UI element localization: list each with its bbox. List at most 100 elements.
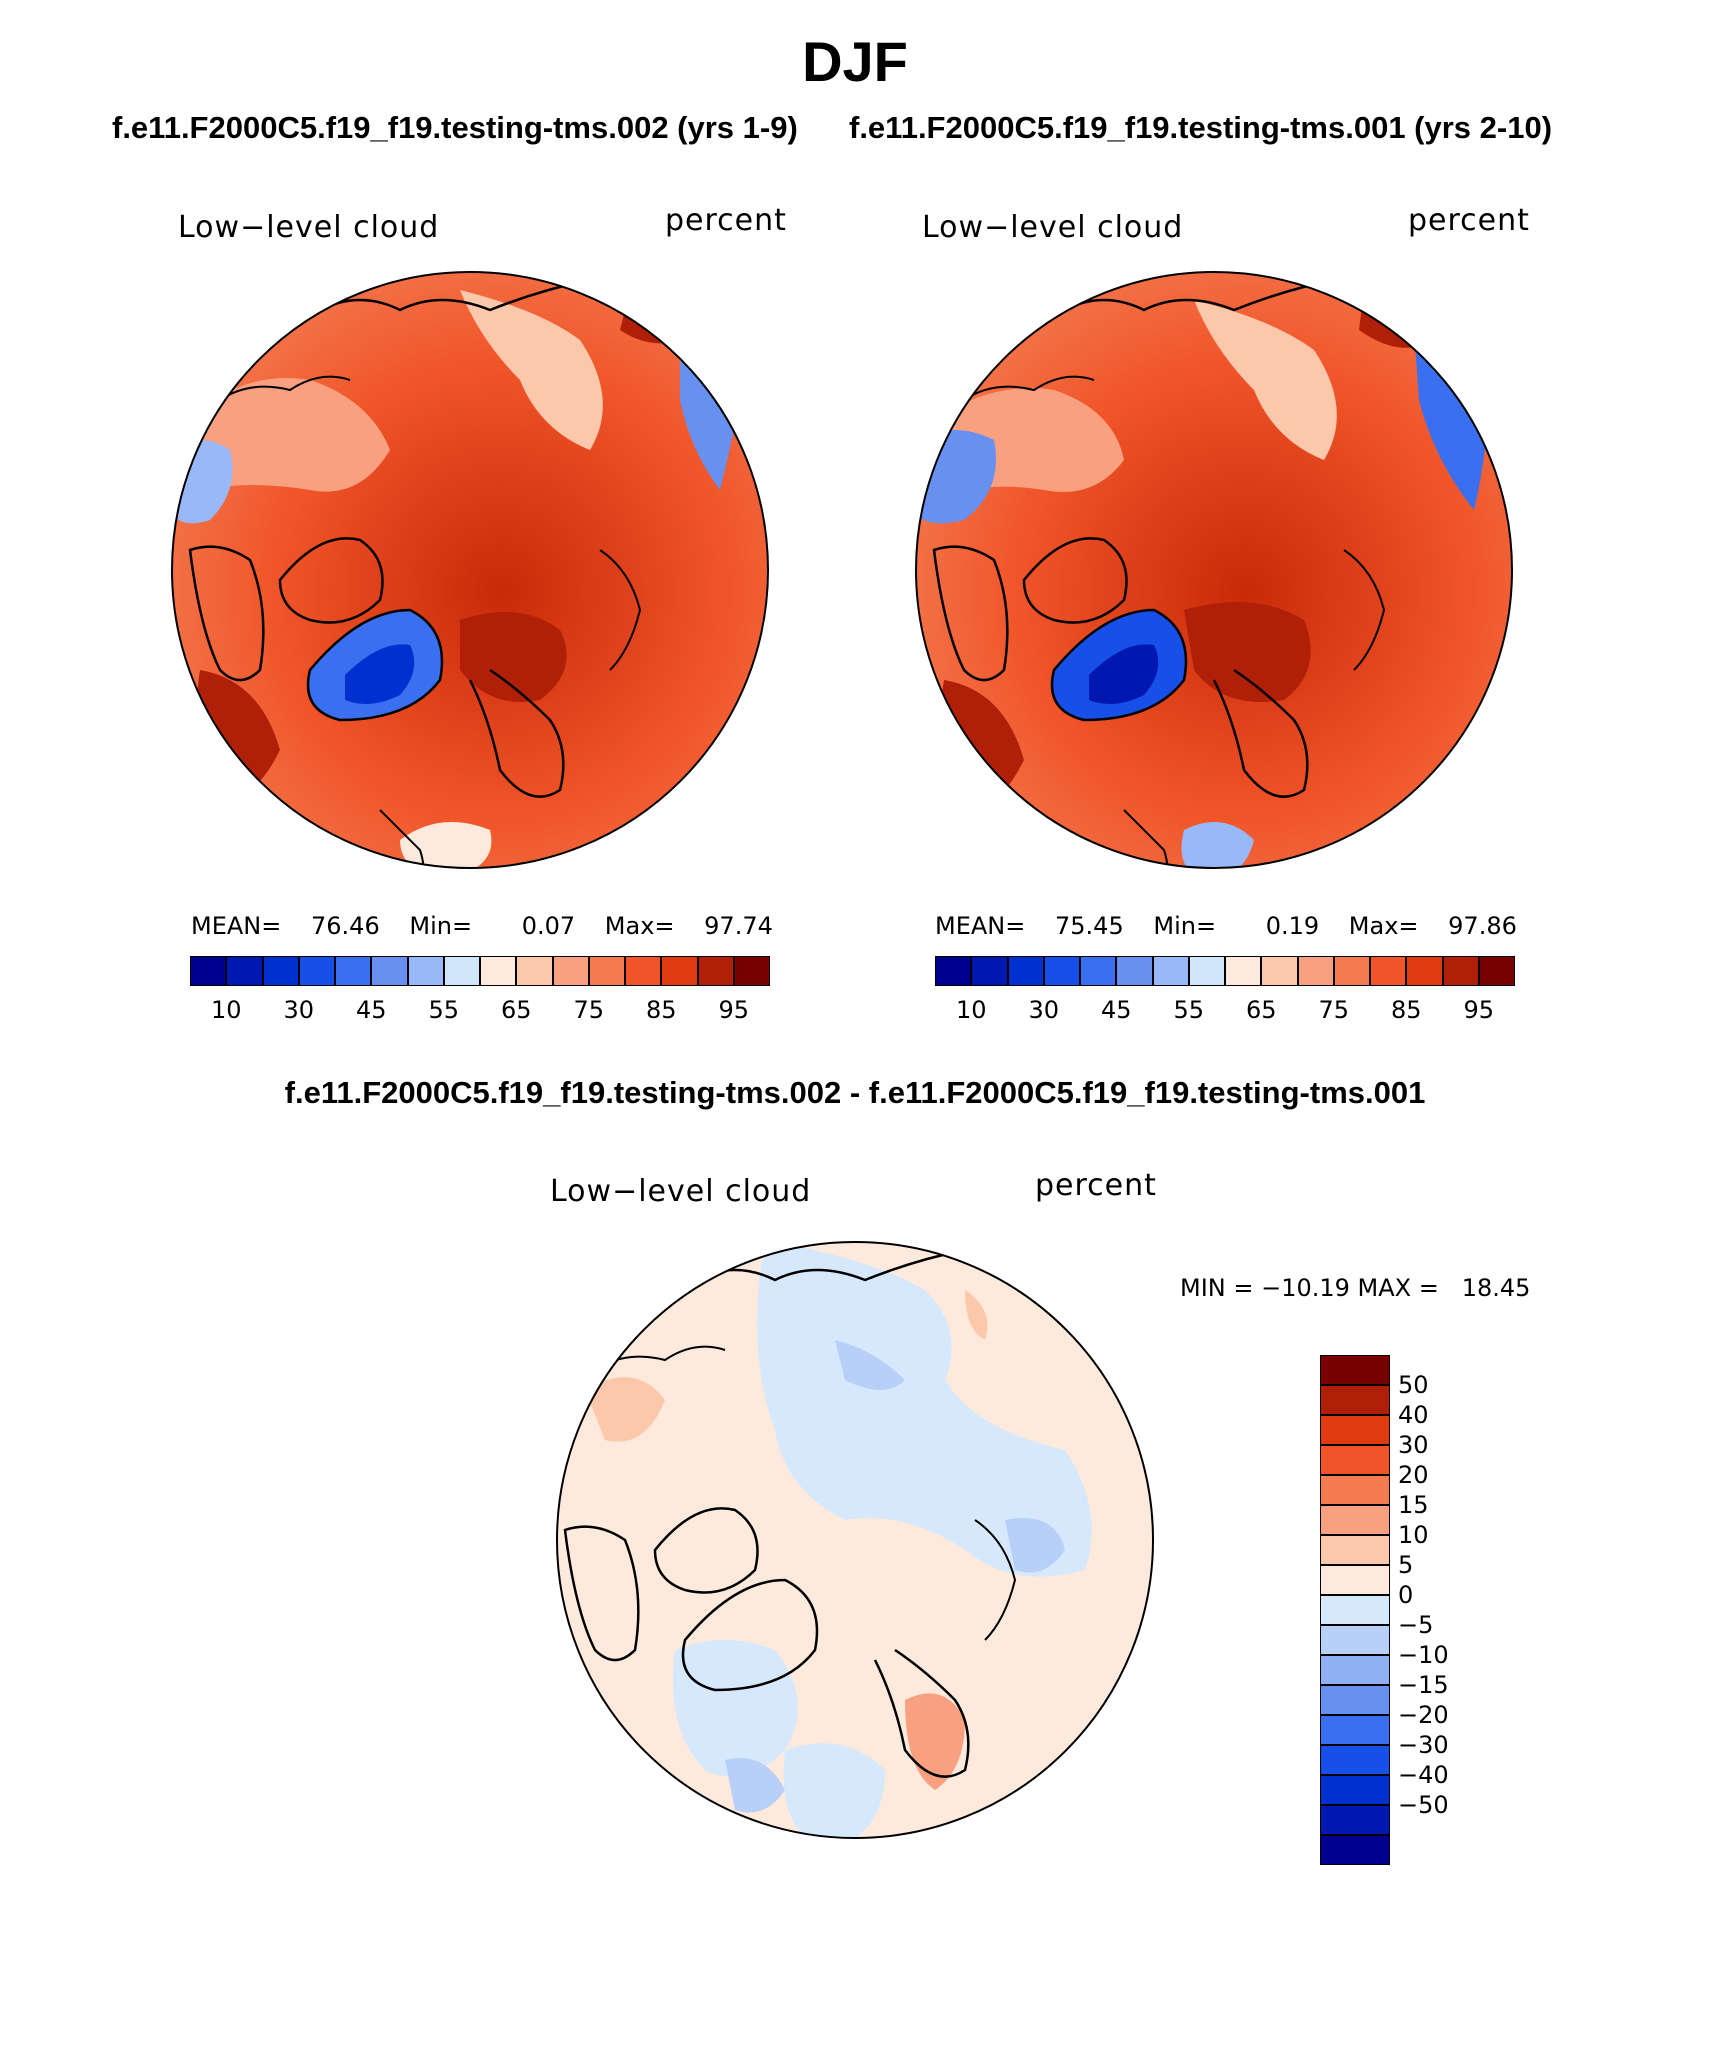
diff-colorbar: [1320, 1355, 1390, 1865]
diff-colorbar-tick-label: 15: [1398, 1491, 1429, 1519]
diff-colorbar-tick-label: 30: [1398, 1431, 1429, 1459]
panel1-colorbar-box: [588, 956, 625, 986]
diff-colorbar-box: [1320, 1685, 1390, 1715]
panel2-cloud-region: [1194, 300, 1337, 460]
diff-colorbar-box: [1320, 1385, 1390, 1415]
panel2-cloud-region: [1181, 821, 1254, 868]
diff-colorbar-box: [1320, 1565, 1390, 1595]
panel2-colorbar-box: [1406, 956, 1443, 986]
diff-colorbar-box: [1320, 1475, 1390, 1505]
diff-colorbar-box: [1320, 1775, 1390, 1805]
panel1-colorbar: [190, 956, 770, 986]
panel2-stats: MEAN= 75.45 Min= 0.19 Max= 97.86: [935, 912, 1517, 940]
diff-title: f.e11.F2000C5.f19_f19.testing-tms.002 - …: [284, 1075, 1426, 1110]
diff-field-label: Low−level cloud: [550, 1174, 812, 1209]
panel1-mean-label: MEAN=: [191, 912, 282, 940]
diff-negative-region: [725, 1758, 785, 1813]
panel2-colorbar-box: [1152, 956, 1189, 986]
panel2-colorbar-tick-label: 10: [955, 996, 987, 1024]
panel1-colorbar-box: [443, 956, 480, 986]
panel1-colorbar-box: [625, 956, 662, 986]
diff-negative-region: [835, 1340, 905, 1390]
diff-coastline: [653, 1507, 759, 1594]
diff-colorbar-labels: 50 40 30 20 15 10 5 0 −5 −10 −15 −20 −30 −40 −50: [1398, 1355, 1478, 1865]
diff-colorbar-tick-label: 50: [1398, 1371, 1429, 1399]
panel1-min-value: 0.07: [521, 912, 576, 940]
diff-coastline: [974, 1519, 1017, 1641]
panel1-colorbar-box: [661, 956, 698, 986]
panel1-map-border: [171, 271, 769, 869]
panel1-coastline: [599, 549, 642, 671]
panel2-colorbar-box: [1370, 956, 1407, 986]
panel2-colorbar-tick-label: 95: [1463, 996, 1495, 1024]
panel2-mean-label: MEAN=: [935, 912, 1026, 940]
panel1-coastline: [278, 537, 384, 624]
diff-coastline: [873, 1648, 970, 1778]
panel1-colorbar-tick-label: 75: [573, 996, 605, 1024]
panel2-colorbar-tick-label: 55: [1173, 996, 1205, 1024]
panel1-colorbar-box: [371, 956, 408, 986]
panel1-colorbar-tick-label: 10: [210, 996, 242, 1024]
panel1-field-label: Low−level cloud: [178, 210, 440, 245]
panel2-greenland-low-cloud: [1089, 644, 1159, 704]
panel1-stats: MEAN= 76.46 Min= 0.07 Max= 97.74: [191, 912, 773, 940]
panel1-colorbar-box: [298, 956, 335, 986]
panel2-map: [915, 271, 1513, 869]
diff-colorbar-box: [1320, 1745, 1390, 1775]
panel2-colorbar-box: [1225, 956, 1262, 986]
panel2-coastline: [932, 545, 1009, 682]
panel2-colorbar-tick-label: 65: [1245, 996, 1277, 1024]
panel2-min-value: 0.19: [1265, 912, 1320, 940]
case2-title: f.e11.F2000C5.f19_f19.testing-tms.001 (y…: [849, 110, 1553, 145]
panel1-coastline: [219, 375, 351, 401]
panel2-field-label: Low−level cloud: [922, 210, 1184, 245]
panel1-colorbar-box: [190, 956, 227, 986]
panel2-coastline: [1022, 537, 1128, 624]
panel2-colorbar-tick-label: 75: [1318, 996, 1350, 1024]
case1-title: f.e11.F2000C5.f19_f19.testing-tms.002 (y…: [112, 110, 798, 145]
panel2-colorbar-box: [1442, 956, 1479, 986]
panel2-map-border: [915, 271, 1513, 869]
diff-colorbar-tick-label: 5: [1398, 1551, 1414, 1579]
panel1-cloud-region: [460, 612, 567, 702]
panel2-max-label: Max=: [1348, 912, 1419, 940]
panel2-colorbar-box: [1297, 956, 1334, 986]
panel2-colorbar-box: [1188, 956, 1225, 986]
panel2-colorbar-box: [1043, 956, 1080, 986]
diff-colorbar-tick-label: −40: [1398, 1761, 1449, 1789]
panel1-colorbar-box: [516, 956, 553, 986]
panel1-coastline: [306, 608, 444, 722]
diff-positive-region: [965, 1290, 988, 1340]
panel1-colorbar-tick-label: 55: [428, 996, 460, 1024]
diff-colorbar-box: [1320, 1595, 1390, 1625]
panel2-colorbar-tick-label: 30: [1028, 996, 1060, 1024]
panel1-greenland-low-cloud: [345, 644, 415, 704]
diff-colorbar-box: [1320, 1415, 1390, 1445]
panel2-colorbar-box: [971, 956, 1008, 986]
panel1-colorbar-box: [226, 956, 263, 986]
diff-colorbar-box: [1320, 1355, 1390, 1385]
diff-colorbar-box: [1320, 1445, 1390, 1475]
diff-coastline: [563, 1525, 640, 1662]
panel2-colorbar-box: [1261, 956, 1298, 986]
panel1-mean-value: 76.46: [311, 912, 380, 940]
panel2-cloud-region: [1184, 602, 1311, 702]
panel2-colorbar-box: [1478, 956, 1515, 986]
panel1-colorbar-box: [697, 956, 734, 986]
panel2-coastline: [1050, 608, 1188, 722]
diff-colorbar-tick-label: 0: [1398, 1581, 1414, 1609]
diff-negative-region: [673, 1640, 798, 1777]
panel2-coastline: [1212, 668, 1309, 798]
diff-colorbar-box: [1320, 1655, 1390, 1685]
diff-colorbar-box: [1320, 1805, 1390, 1835]
panel1-max-label: Max=: [604, 912, 675, 940]
panel2-units-label: percent: [1408, 203, 1530, 238]
diff-negative-region: [757, 1242, 1092, 1577]
panel2-min-label: Min=: [1153, 912, 1217, 940]
panel2-mean-value: 75.45: [1055, 912, 1124, 940]
panel2-colorbar-tick-label: 45: [1100, 996, 1132, 1024]
panel1-colorbar-box: [407, 956, 444, 986]
diff-colorbar-box: [1320, 1505, 1390, 1535]
diff-colorbar-box: [1320, 1625, 1390, 1655]
panel2-cloud-region: [1414, 330, 1489, 510]
